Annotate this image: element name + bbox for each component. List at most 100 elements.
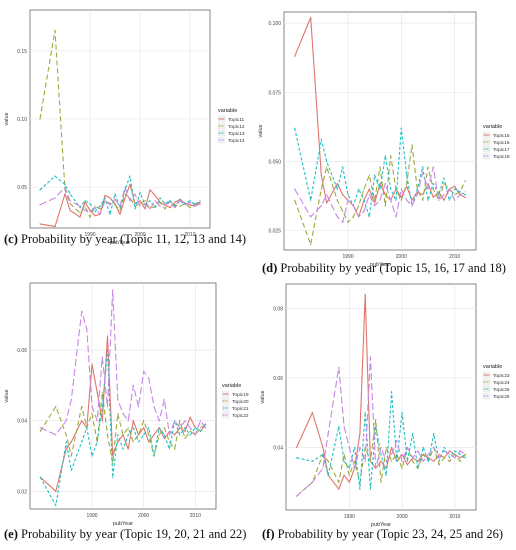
data-point bbox=[84, 209, 86, 211]
data-point bbox=[194, 427, 196, 429]
data-point bbox=[374, 205, 376, 207]
data-point bbox=[127, 448, 129, 450]
legend-entry-topic21: Topic21 bbox=[232, 406, 249, 412]
data-point bbox=[81, 405, 83, 408]
legend-title: variable bbox=[222, 383, 241, 389]
data-point bbox=[132, 427, 134, 429]
data-point bbox=[322, 446, 324, 449]
data-point bbox=[139, 205, 141, 207]
data-point bbox=[294, 127, 296, 129]
data-point bbox=[432, 166, 434, 168]
data-point bbox=[129, 197, 131, 199]
data-point bbox=[94, 211, 96, 213]
data-point bbox=[459, 457, 461, 459]
data-point bbox=[438, 457, 440, 459]
data-point bbox=[189, 427, 191, 429]
data-point bbox=[64, 189, 66, 191]
chart-panel-e: 1990 2000 2010 0.02 0.04 0.06 pubYear value vari… bbox=[4, 282, 249, 527]
data-point bbox=[65, 420, 67, 422]
data-point bbox=[385, 446, 387, 449]
legend-entry-topic17: Topic17 bbox=[493, 147, 510, 153]
data-point bbox=[179, 427, 181, 429]
data-point bbox=[320, 205, 322, 207]
data-point bbox=[320, 174, 322, 176]
data-point bbox=[363, 210, 365, 212]
data-point bbox=[406, 185, 408, 187]
data-point bbox=[427, 460, 430, 462]
data-point bbox=[122, 413, 124, 415]
data-point bbox=[311, 412, 313, 414]
data-point bbox=[163, 437, 165, 439]
x-tick-label: 2000 bbox=[134, 232, 145, 238]
data-point bbox=[369, 356, 372, 358]
data-point bbox=[124, 197, 126, 199]
legend-title: variable bbox=[218, 108, 237, 114]
data-point bbox=[119, 205, 121, 207]
data-point bbox=[54, 197, 56, 199]
legend-entry-topic23: Topic23 bbox=[493, 373, 510, 379]
data-point bbox=[342, 221, 344, 223]
data-point bbox=[184, 430, 186, 432]
data-point bbox=[54, 226, 56, 228]
data-point bbox=[385, 474, 387, 476]
data-point bbox=[396, 439, 398, 442]
data-point bbox=[390, 199, 392, 201]
data-point bbox=[294, 188, 296, 190]
data-point bbox=[109, 197, 111, 199]
data-point bbox=[390, 460, 393, 462]
data-point bbox=[417, 467, 419, 469]
data-point bbox=[352, 216, 354, 218]
data-point bbox=[295, 495, 298, 497]
data-point bbox=[184, 420, 186, 422]
data-point bbox=[91, 363, 93, 365]
data-point bbox=[143, 434, 145, 436]
data-point bbox=[449, 450, 451, 452]
data-point bbox=[311, 481, 313, 483]
data-point bbox=[343, 425, 345, 428]
data-point bbox=[84, 200, 86, 202]
data-point bbox=[96, 420, 98, 422]
data-point bbox=[127, 434, 129, 436]
data-point bbox=[91, 455, 93, 457]
data-point bbox=[163, 427, 165, 429]
data-point bbox=[412, 460, 414, 462]
data-point bbox=[189, 434, 191, 436]
data-point bbox=[86, 427, 88, 429]
data-point bbox=[368, 216, 370, 218]
data-point bbox=[322, 467, 324, 469]
data-point bbox=[395, 216, 397, 218]
data-point bbox=[174, 448, 176, 450]
data-point bbox=[459, 450, 461, 452]
y-tick-label: 0.05 bbox=[17, 185, 27, 191]
data-point bbox=[427, 182, 429, 185]
data-point bbox=[368, 194, 370, 196]
data-point bbox=[406, 464, 408, 466]
data-point bbox=[411, 199, 413, 201]
data-point bbox=[127, 420, 129, 422]
data-point bbox=[149, 189, 151, 191]
data-point bbox=[322, 453, 324, 455]
data-point bbox=[199, 202, 201, 205]
data-point bbox=[179, 198, 181, 200]
data-point bbox=[159, 201, 161, 203]
data-point bbox=[326, 202, 328, 204]
data-point bbox=[380, 453, 382, 455]
data-point bbox=[84, 205, 86, 207]
data-point bbox=[174, 201, 176, 203]
data-point bbox=[79, 212, 81, 214]
data-point bbox=[422, 453, 424, 455]
data-point bbox=[427, 453, 430, 455]
legend-entry-topic16: Topic16 bbox=[493, 140, 510, 146]
data-point bbox=[348, 474, 350, 476]
data-point bbox=[144, 208, 146, 210]
data-point bbox=[326, 194, 328, 196]
data-point bbox=[106, 349, 109, 351]
data-point bbox=[369, 488, 372, 490]
data-point bbox=[81, 420, 83, 422]
data-point bbox=[380, 446, 382, 449]
data-point bbox=[94, 206, 96, 209]
data-point bbox=[89, 211, 91, 213]
data-point bbox=[454, 188, 456, 190]
data-point bbox=[91, 405, 93, 408]
data-point bbox=[132, 384, 134, 387]
